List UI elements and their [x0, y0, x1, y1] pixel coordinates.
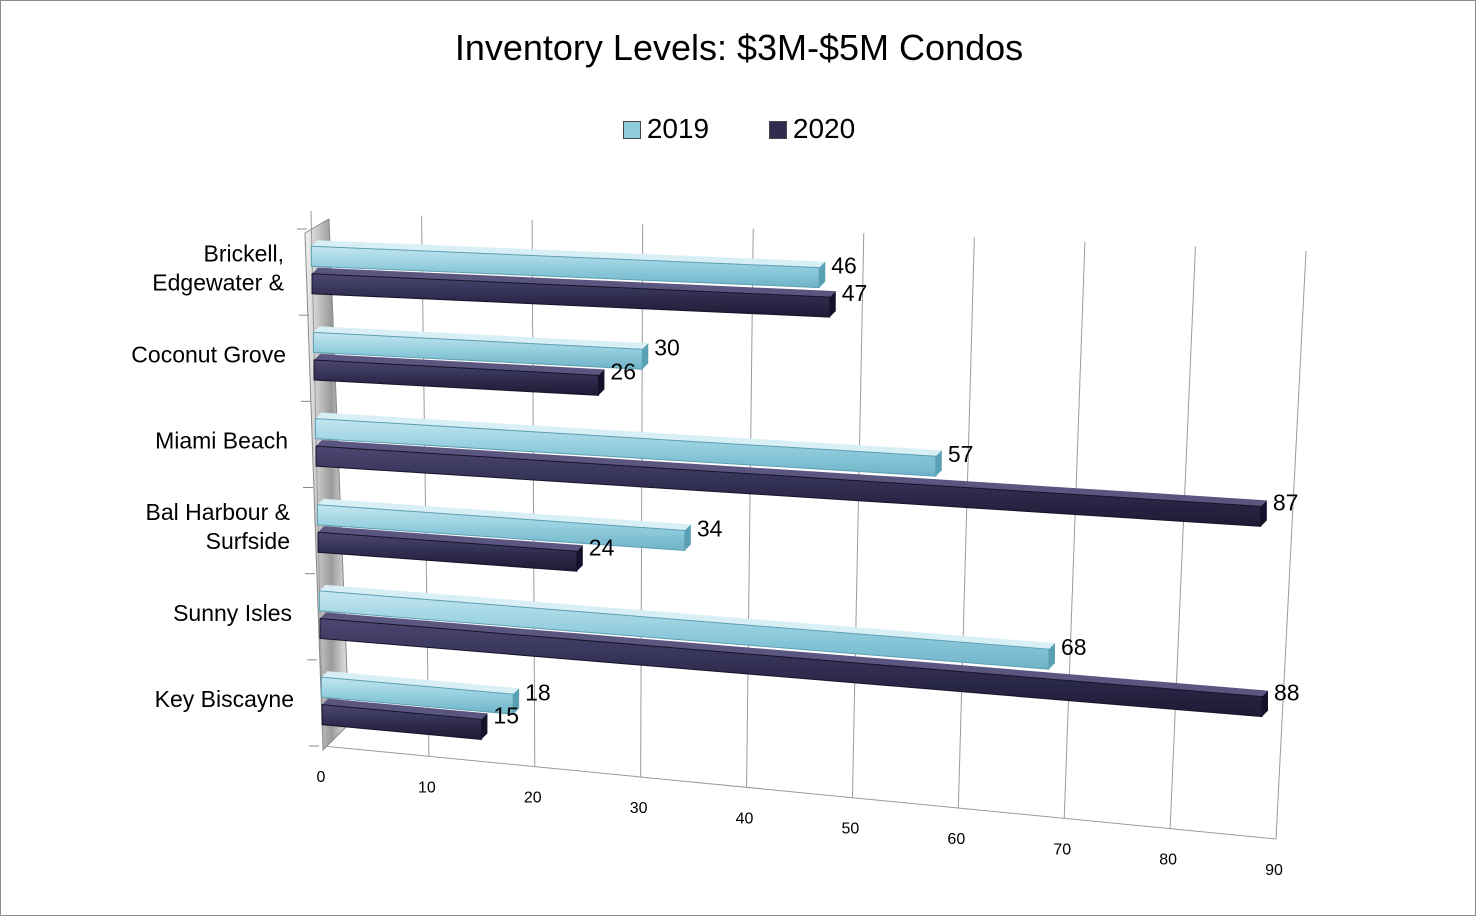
- data-label-2019-0: 46: [831, 253, 857, 279]
- category-group-3: 34 24 Bal Harbour & Surfside: [146, 498, 723, 572]
- bar-top-2020-3: [318, 526, 583, 552]
- data-label-2019-1: 30: [654, 334, 680, 360]
- bar-cap-2019-3: [684, 524, 691, 551]
- legend-label-2019: 2019: [646, 113, 710, 144]
- data-label-2020-3: 24: [589, 534, 615, 560]
- x-axis-line: [322, 745, 1277, 840]
- gridline-70: [1063, 242, 1086, 819]
- bar-top-2019-3: [317, 498, 691, 531]
- gridline-10: [421, 215, 430, 757]
- category-label-1: Coconut Grove: [131, 341, 286, 367]
- data-label-2020-2: 87: [1273, 489, 1299, 515]
- category-label-3: Bal Harbour & Surfside: [146, 499, 290, 554]
- legend-item-2019: 2019: [622, 113, 710, 145]
- x-tick-label-80: 80: [1159, 852, 1177, 869]
- category-group-1: 30 26 Coconut Grove: [131, 326, 680, 396]
- x-tick-label-90: 90: [1265, 862, 1283, 879]
- gridline-60: [957, 237, 975, 809]
- bar-top-2020-0: [312, 267, 836, 298]
- data-label-2020-5: 15: [493, 702, 519, 728]
- x-tick-label-10: 10: [418, 779, 436, 796]
- bar-top-2020-2: [316, 440, 1267, 507]
- data-label-2020-4: 88: [1274, 680, 1300, 706]
- category-label-line-3-0: Bal Harbour &: [146, 499, 290, 525]
- x-tick-label-20: 20: [524, 790, 542, 807]
- category-label-line-5-0: Key Biscayne: [155, 686, 294, 712]
- x-tick-label-50: 50: [842, 821, 860, 838]
- gridline-0: [310, 210, 324, 747]
- bar-top-2019-5: [321, 671, 520, 695]
- bar-cap-2020-2: [1260, 500, 1267, 527]
- bar-cap-2019-0: [819, 261, 826, 288]
- legend-swatch-2020: [768, 121, 787, 139]
- bar-cap-2019-4: [1048, 643, 1055, 670]
- bar-top-2020-4: [320, 612, 1268, 697]
- category-label-2: Miami Beach: [155, 427, 288, 453]
- data-label-2019-3: 34: [697, 516, 723, 542]
- data-label-2020-0: 47: [842, 280, 868, 306]
- bar-top-2019-2: [315, 412, 942, 457]
- category-label-5: Key Biscayne: [155, 686, 294, 712]
- side-wall: [304, 218, 350, 752]
- data-label-2020-1: 26: [610, 358, 636, 384]
- legend: 2019 2020: [1, 113, 1476, 145]
- bar-top-2020-5: [322, 698, 488, 720]
- category-label-line-0-0: Brickell,: [203, 241, 284, 267]
- bar-cap-2020-3: [576, 545, 583, 572]
- bar-cap-2020-1: [598, 369, 605, 396]
- bar-cap-2020-0: [829, 291, 836, 318]
- x-tick-label-40: 40: [736, 810, 754, 827]
- bar-top-2019-4: [319, 584, 1055, 650]
- gridline-40: [746, 228, 754, 788]
- legend-item-2020: 2020: [768, 113, 856, 145]
- bar-cap-2020-5: [481, 713, 488, 740]
- data-label-2019-2: 57: [948, 441, 974, 467]
- category-label-line-0-1: Edgewater &: [152, 270, 284, 296]
- category-label-line-2-0: Miami Beach: [155, 427, 288, 453]
- gridline-50: [851, 233, 865, 798]
- category-label-line-3-1: Surfside: [206, 528, 290, 554]
- bar-cap-2019-2: [935, 450, 942, 477]
- data-label-2019-4: 68: [1061, 634, 1087, 660]
- legend-label-2020: 2020: [792, 113, 856, 144]
- chart-title: Inventory Levels: $3M-$5M Condos: [454, 27, 1024, 68]
- x-tick-label-60: 60: [947, 831, 965, 848]
- category-label-line-1-0: Coconut Grove: [131, 341, 286, 367]
- gridline-90: [1275, 250, 1307, 840]
- category-label-4: Sunny Isles: [173, 600, 292, 626]
- bar-cap-2020-4: [1261, 690, 1268, 717]
- category-label-0: Brickell, Edgewater &: [152, 241, 284, 296]
- gridline-80: [1169, 246, 1196, 829]
- category-label-line-4-0: Sunny Isles: [173, 600, 292, 626]
- gridline-30: [640, 224, 644, 778]
- bar-cap-2019-5: [513, 688, 520, 715]
- x-tick-label-30: 30: [630, 800, 648, 817]
- gridline-20: [531, 219, 536, 767]
- category-group-2: 57 87 Miami Beach: [155, 412, 1299, 527]
- x-tick-label-70: 70: [1053, 841, 1071, 858]
- bar-top-2019-1: [313, 326, 649, 350]
- bar-top-2020-1: [314, 353, 605, 376]
- bar-top-2019-0: [311, 240, 826, 268]
- x-tick-label-0: 0: [317, 769, 326, 786]
- bar-cap-2019-1: [642, 343, 649, 370]
- legend-swatch-2019: [622, 121, 641, 139]
- data-label-2019-5: 18: [525, 679, 551, 705]
- category-group-4: 68 88 Sunny Isles: [173, 584, 1300, 718]
